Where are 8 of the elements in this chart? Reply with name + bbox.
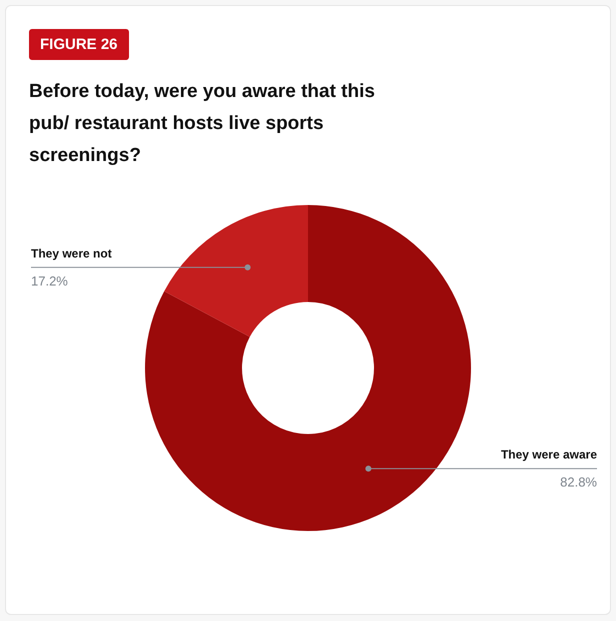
chart-title: Before today, were you aware that this pub/ restaurant hosts live sports screenings? [29, 80, 376, 168]
slice-label: They were aware [500, 448, 598, 462]
caption: FIGURE 26 [29, 29, 129, 60]
slice-label: They were not [31, 246, 112, 260]
donut-slice [164, 205, 308, 337]
data-label: 82.8% [560, 474, 598, 490]
data-label: 17.2% [31, 273, 68, 288]
donut-slice [145, 205, 471, 531]
